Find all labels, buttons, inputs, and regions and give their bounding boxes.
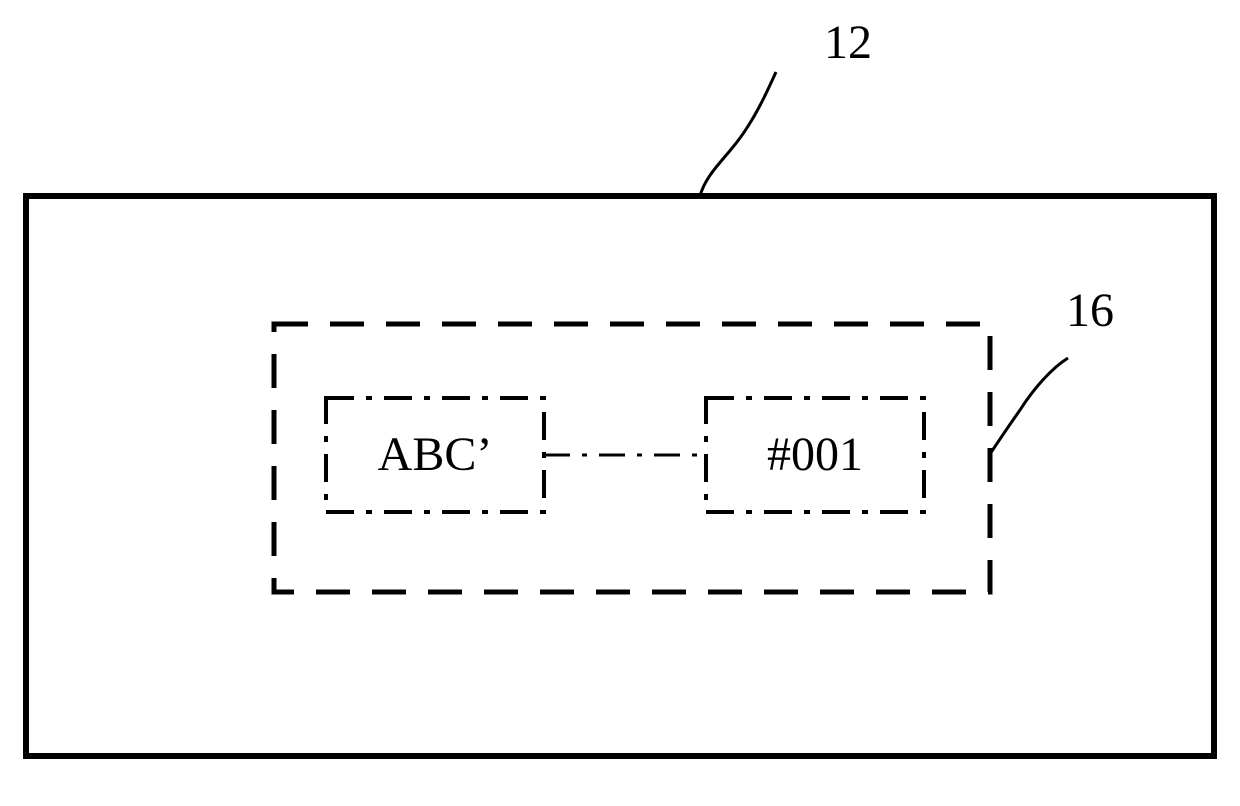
ref-label-16: 16: [1066, 284, 1114, 337]
ref-leader-12: [700, 72, 776, 196]
ref-label-12: 12: [824, 16, 872, 69]
outer-box: [26, 196, 1214, 756]
left-inner-box-text: ABC’: [378, 428, 493, 481]
ref-leader-16: [990, 358, 1068, 454]
right-inner-box-text: #001: [767, 428, 863, 481]
patent-figure: ABC’ #001 12 16: [0, 0, 1240, 801]
